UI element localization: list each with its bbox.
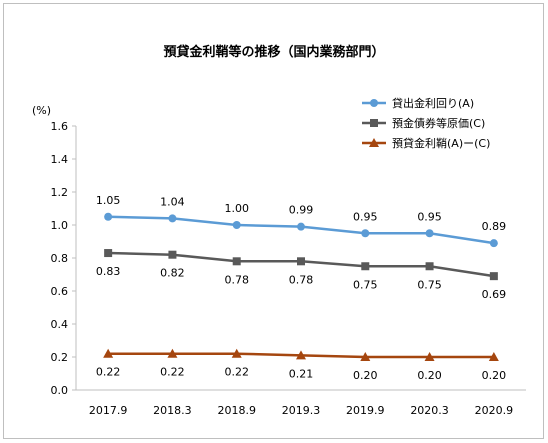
data-point [425, 262, 434, 271]
data-label: 0.89 [482, 220, 507, 233]
data-label: 0.83 [96, 265, 121, 278]
data-point [424, 352, 435, 361]
data-point [231, 348, 242, 358]
data-label: 0.22 [160, 366, 185, 379]
data-point [168, 214, 177, 223]
data-label: 0.95 [417, 210, 442, 223]
data-label: 0.75 [353, 278, 378, 291]
series-layer: 1.05 1.04 1.00 0.99 0.95 0.95 0.89 0.83 0.82 0.78… [96, 194, 506, 382]
data-point [104, 249, 113, 258]
x-tick-label: 2018.9 [217, 404, 256, 417]
data-point [489, 239, 498, 248]
data-label: 0.82 [160, 267, 185, 280]
y-tick-label: 1.4 [51, 153, 69, 166]
legend-item: 貸出金利回り(A) [362, 96, 474, 110]
chart-title: 預貸金利鞘等の推移（国内業務部門） [163, 44, 384, 60]
x-tick-label: 2019.9 [346, 404, 385, 417]
x-tick-label: 2020.9 [475, 404, 514, 417]
data-label: 0.22 [96, 366, 121, 379]
chart-frame: 預貸金利鞘等の推移（国内業務部門） (%) 0.0 0.2 0.4 0.6 0.8 1.0… [3, 3, 544, 439]
axes [72, 125, 526, 391]
x-tick-label: 2019.3 [282, 404, 321, 417]
data-label: 0.95 [353, 210, 378, 223]
data-label: 1.05 [96, 194, 121, 207]
data-label: 1.00 [224, 202, 249, 215]
data-point [297, 257, 305, 266]
series-1: 1.05 1.04 1.00 0.99 0.95 0.95 0.89 [96, 194, 507, 248]
data-label: 0.75 [417, 278, 442, 291]
legend-marker [370, 119, 378, 127]
legend-label: 預貸金利鞘(A)ー(C) [392, 136, 490, 150]
data-point [296, 350, 306, 360]
data-point [297, 222, 305, 231]
data-point [361, 262, 370, 271]
y-tick-labels: 0.0 0.2 0.4 0.6 0.8 1.0 1.2 1.4 1.6 [51, 120, 69, 397]
data-label: 0.20 [482, 369, 507, 382]
data-label: 0.78 [224, 273, 249, 286]
data-point [104, 212, 113, 221]
data-point [232, 221, 241, 229]
legend-item: 預貸金利鞘(A)ー(C) [362, 136, 490, 150]
data-point [361, 229, 370, 238]
y-tick-label: 1.0 [51, 219, 69, 232]
legend-label: 預金債券等原価(C) [392, 116, 485, 130]
line-chart: 預貸金利鞘等の推移（国内業務部門） (%) 0.0 0.2 0.4 0.6 0.8 1.0… [32, 44, 526, 417]
legend-label: 貸出金利回り(A) [392, 96, 474, 110]
series-2: 0.83 0.82 0.78 0.78 0.75 0.75 0.69 [96, 249, 506, 301]
legend-item: 預金債券等原価(C) [362, 116, 485, 130]
y-tick-label: 0.6 [51, 285, 69, 298]
data-point [232, 257, 241, 266]
x-tick-label: 2020.3 [410, 404, 449, 417]
data-point [103, 348, 114, 358]
data-label: 0.20 [417, 369, 442, 382]
x-tick-labels: 2017.9 2018.3 2018.9 2019.3 2019.9 2020.3 2020… [89, 404, 513, 417]
data-point [167, 348, 178, 358]
legend: 貸出金利回り(A) 預金債券等原価(C) 預貸金利鞘(A)ー(C) [362, 96, 490, 150]
data-label: 0.99 [289, 204, 314, 217]
data-point [425, 229, 434, 238]
data-label: 0.22 [224, 366, 249, 379]
data-point [488, 352, 499, 361]
y-axis-unit-label: (%) [32, 104, 51, 117]
x-tick-label: 2017.9 [89, 404, 128, 417]
data-label: 0.69 [482, 288, 507, 301]
x-tick-label: 2018.3 [153, 404, 192, 417]
y-tick-label: 0.2 [51, 351, 69, 364]
legend-marker [370, 99, 378, 107]
y-tick-label: 1.6 [51, 120, 69, 133]
data-label: 1.04 [160, 195, 185, 208]
data-point [489, 272, 498, 281]
data-label: 0.20 [353, 369, 378, 382]
y-tick-label: 0.0 [51, 384, 69, 397]
y-tick-label: 0.4 [51, 318, 69, 331]
data-point [360, 352, 371, 361]
y-tick-label: 0.8 [51, 252, 69, 265]
legend-marker [369, 138, 379, 147]
series-3: 0.22 0.22 0.22 0.21 0.20 0.20 0.20 [96, 348, 507, 382]
data-label: 0.78 [289, 273, 314, 286]
data-point [168, 250, 177, 259]
data-label: 0.21 [289, 367, 314, 380]
y-tick-label: 1.2 [51, 186, 69, 199]
